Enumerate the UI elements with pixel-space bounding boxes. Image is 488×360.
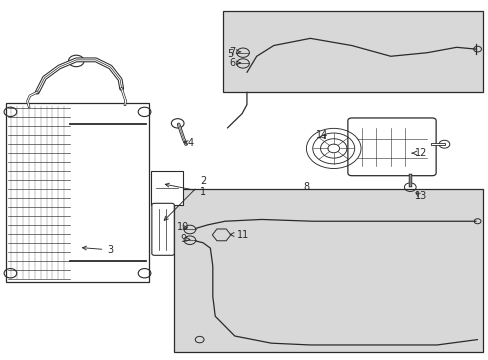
- Bar: [222, 12, 483, 92]
- Text: 6: 6: [229, 58, 241, 68]
- Text: 7: 7: [229, 46, 241, 57]
- FancyBboxPatch shape: [347, 118, 435, 176]
- Bar: [151, 171, 182, 205]
- Text: 3: 3: [82, 245, 113, 255]
- Text: 12: 12: [411, 148, 427, 158]
- Text: 9: 9: [180, 234, 189, 244]
- Text: 2: 2: [164, 176, 206, 220]
- Text: 13: 13: [414, 191, 426, 201]
- Bar: [173, 189, 483, 352]
- FancyBboxPatch shape: [152, 203, 174, 255]
- Text: 11: 11: [230, 230, 249, 239]
- Text: 4: 4: [183, 139, 194, 148]
- Text: 1: 1: [165, 183, 206, 197]
- Text: 8: 8: [302, 182, 308, 192]
- Bar: [5, 103, 149, 282]
- Text: 5: 5: [226, 49, 232, 59]
- Text: 14: 14: [316, 130, 328, 140]
- Text: 10: 10: [177, 222, 189, 232]
